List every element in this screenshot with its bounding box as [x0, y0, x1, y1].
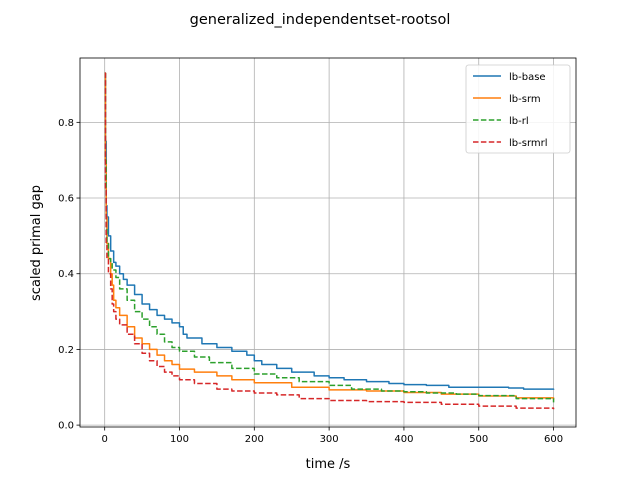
y-tick-label: 0.8 [58, 118, 74, 129]
series-line-lb-rl [104, 72, 555, 403]
plot-frame [79, 57, 577, 428]
series-layer [104, 72, 555, 410]
x-tick-label: 0 [102, 434, 108, 445]
series-line-lb-srmrl [104, 72, 555, 410]
x-tick-label: 100 [170, 434, 189, 445]
series-line-lb-base [104, 72, 555, 390]
axis-ticks: 0 100 200 300 400 500 600 0.0 0.2 0.4 0.6 0.8 [58, 118, 563, 445]
x-tick-label: 400 [394, 434, 413, 445]
x-tick-label: 300 [320, 434, 339, 445]
chart-title: generalized_independentset-rootsol [190, 12, 451, 28]
y-tick-label: 0.0 [58, 421, 74, 432]
legend-label: lb-srmrl [509, 138, 548, 149]
x-tick-label: 200 [245, 434, 264, 445]
y-tick-label: 0.2 [58, 345, 74, 356]
y-tick-label: 0.4 [58, 269, 74, 280]
legend-label: lb-rl [509, 116, 529, 127]
legend: lb-base lb-srm lb-rl lb-srmrl [465, 64, 571, 154]
legend-label: lb-srm [509, 94, 541, 105]
x-tick-label: 500 [469, 434, 488, 445]
x-tick-label: 600 [544, 434, 563, 445]
legend-box [465, 64, 571, 154]
y-tick-label: 0.6 [58, 194, 74, 205]
legend-label: lb-base [509, 72, 546, 83]
y-axis-label: scaled primal gap [29, 185, 44, 301]
x-axis-label: time /s [306, 457, 351, 472]
series-line-lb-srm [104, 72, 555, 400]
